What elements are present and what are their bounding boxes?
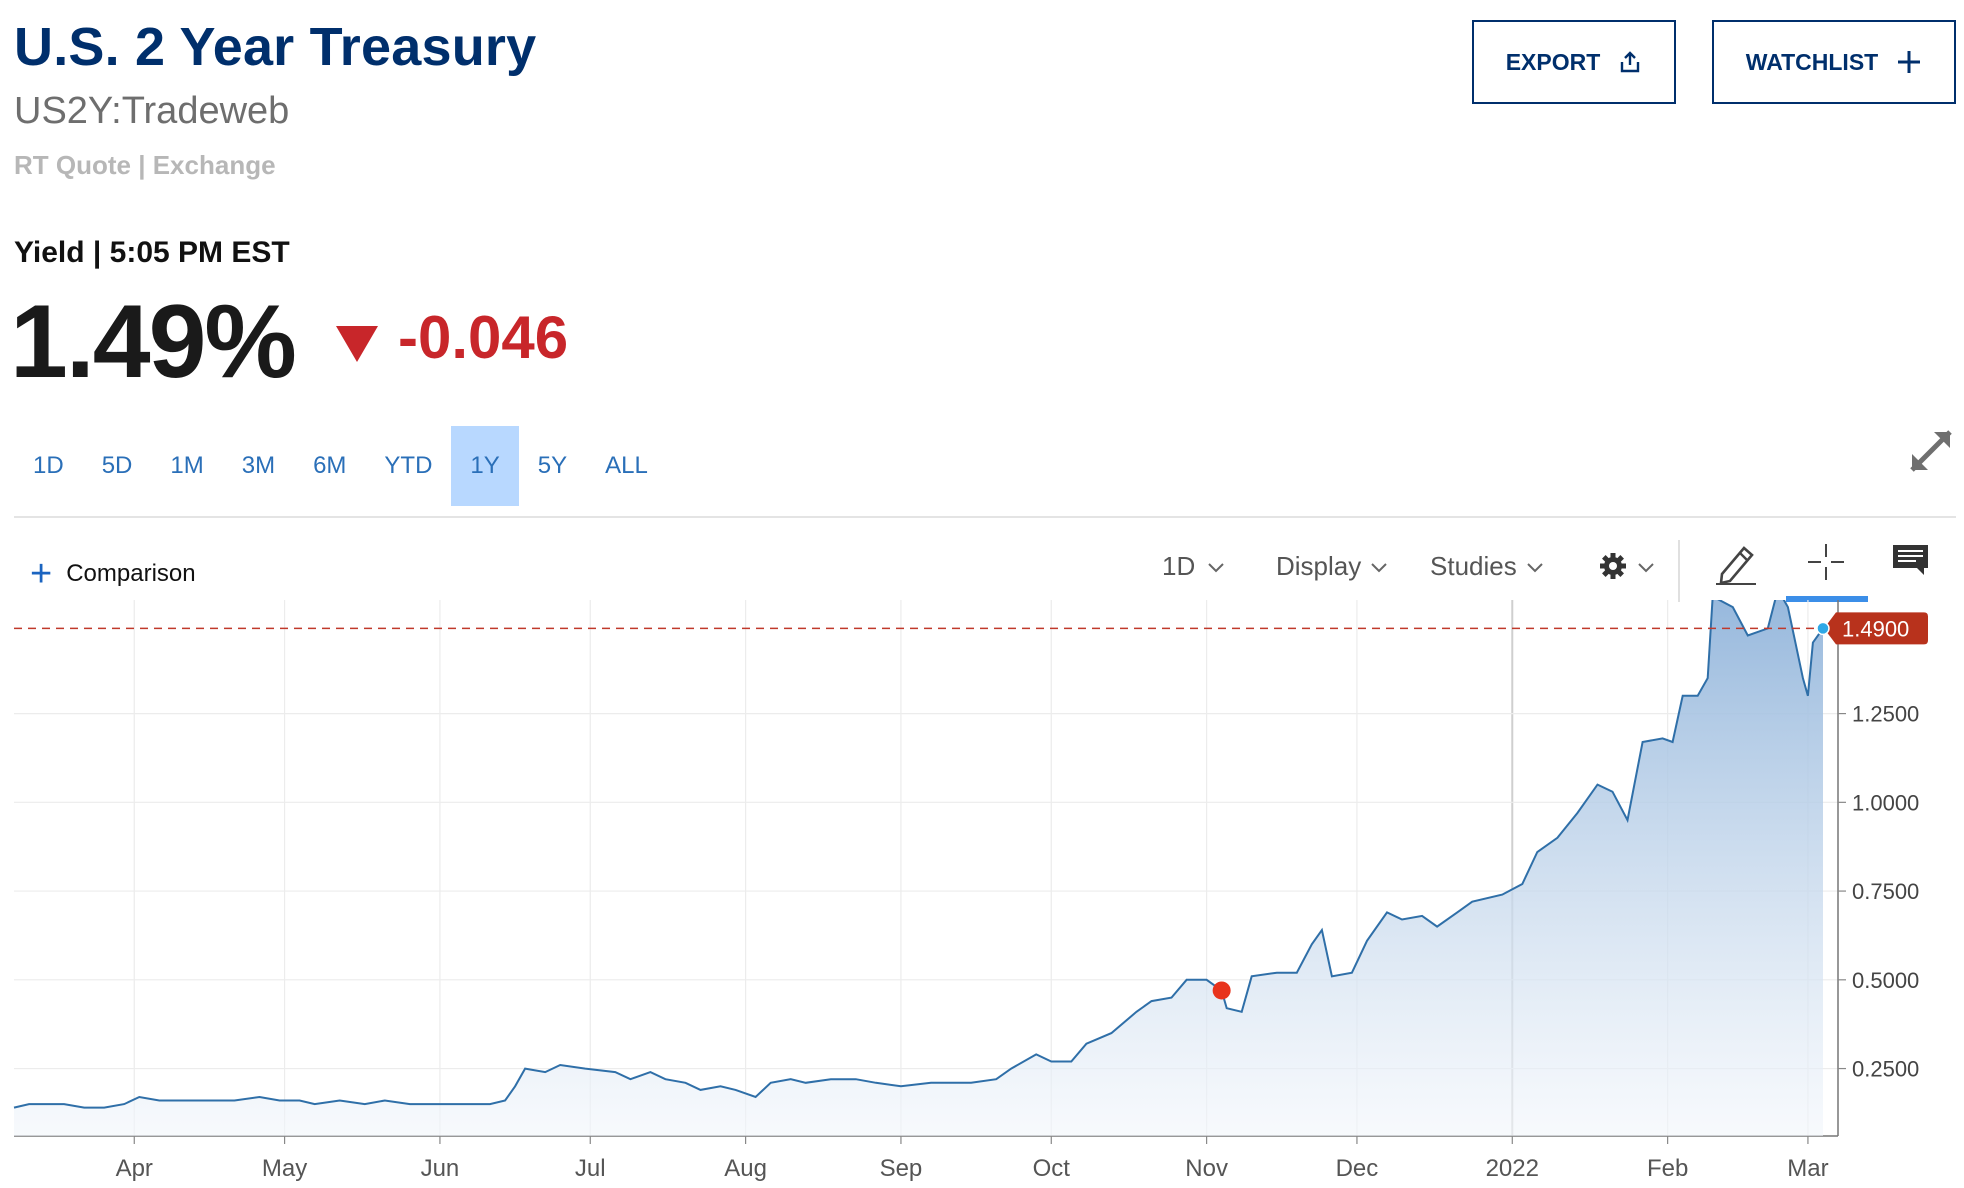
series-area <box>14 600 1823 1136</box>
last-value-badge <box>1824 612 1928 645</box>
series-line <box>13 600 1824 1109</box>
display-dropdown[interactable]: Display <box>1276 546 1389 586</box>
export-button[interactable]: EXPORT <box>1472 20 1676 104</box>
range-5y[interactable]: 5Y <box>537 452 568 479</box>
active-tool-indicator <box>1786 596 1868 602</box>
range-5d[interactable]: 5D <box>101 452 133 479</box>
comment-icon[interactable] <box>1890 540 1932 580</box>
y-tick-label: 1.0000 <box>1852 790 1919 815</box>
interval-label: 1D <box>1162 550 1196 581</box>
divider <box>14 516 1956 518</box>
event-marker <box>1212 981 1231 1000</box>
range-6m[interactable]: 6M <box>313 452 347 479</box>
range-1m[interactable]: 1M <box>170 452 204 479</box>
yield-label: Yield | 5:05 PM EST <box>14 236 290 269</box>
studies-dropdown[interactable]: Studies <box>1430 546 1545 586</box>
range-ytd[interactable]: YTD <box>384 452 433 479</box>
plus-icon: + <box>30 553 53 595</box>
studies-label: Studies <box>1430 550 1517 581</box>
x-axis: Apr May Jun Jul Aug Sep Oct Nov Dec 2022 Feb Mar <box>116 1136 1829 1182</box>
x-tick-label: Apr <box>116 1155 153 1182</box>
export-label: EXPORT <box>1505 48 1601 75</box>
chevron-down-icon <box>1371 563 1387 573</box>
x-tick-label: Jun <box>421 1155 460 1182</box>
range-all[interactable]: ALL <box>605 452 648 479</box>
y-axis: 0.2500 0.5000 0.7500 1.0000 1.2500 <box>1838 702 1919 1082</box>
yield-change: -0.046 <box>398 304 569 371</box>
y-tick-label: 1.2500 <box>1852 702 1919 727</box>
down-arrow-icon <box>336 326 378 362</box>
y-tick-label: 0.5000 <box>1852 968 1919 993</box>
x-tick-label: May <box>262 1155 307 1182</box>
page-title: U.S. 2 Year Treasury <box>14 17 537 77</box>
chart-marks: 1.4900 <box>1212 612 1928 1000</box>
x-tick-label: Aug <box>724 1155 767 1182</box>
chevron-down-icon <box>1527 563 1543 573</box>
share-icon <box>1621 51 1640 73</box>
quote-source: RT Quote | Exchange <box>14 150 276 180</box>
yield-chart: Apr May Jun Jul Aug Sep Oct Nov Dec 2022 Feb Mar 0.… <box>13 600 1928 1182</box>
range-1y[interactable]: 1Y <box>451 426 519 506</box>
chevron-down-icon <box>1208 563 1224 573</box>
x-tick-label: Feb <box>1647 1155 1688 1182</box>
interval-dropdown[interactable]: 1D <box>1162 546 1229 586</box>
pencil-icon[interactable] <box>1712 540 1760 586</box>
x-tick-label: Oct <box>1033 1155 1071 1182</box>
comparison-label: Comparison <box>66 560 196 587</box>
x-tick-label: Jul <box>575 1155 606 1182</box>
chevron-down-icon <box>1638 563 1654 573</box>
x-tick-label: 2022 <box>1486 1155 1539 1182</box>
range-selector: 1D 5D 1M 3M 6M YTD 1Y 5Y ALL <box>14 426 667 506</box>
x-tick-label: Mar <box>1787 1155 1828 1182</box>
last-value-label: 1.4900 <box>1842 616 1909 641</box>
display-label: Display <box>1276 550 1362 581</box>
last-point <box>1816 621 1830 636</box>
yield-value: 1.49% <box>10 284 297 400</box>
y-tick-label: 0.7500 <box>1852 879 1919 904</box>
y-tick-label: 0.2500 <box>1852 1057 1919 1082</box>
symbol-label: US2Y:Tradeweb <box>14 90 290 132</box>
x-tick-label: Dec <box>1336 1155 1379 1182</box>
x-tick-label: Nov <box>1185 1155 1228 1182</box>
range-3m[interactable]: 3M <box>241 452 276 479</box>
watchlist-label: WATCHLIST <box>1745 48 1879 75</box>
watchlist-button[interactable]: WATCHLIST <box>1712 20 1956 104</box>
crosshair-icon[interactable] <box>1804 540 1848 584</box>
comparison-button[interactable]: + Comparison <box>30 555 196 593</box>
plus-icon <box>1898 51 1921 73</box>
range-1d[interactable]: 1D <box>33 452 64 479</box>
settings-dropdown[interactable] <box>1598 546 1656 586</box>
x-tick-label: Sep <box>880 1155 923 1182</box>
toolbar-separator <box>1678 540 1680 602</box>
gear-icon <box>1600 553 1626 579</box>
expand-icon[interactable] <box>1904 424 1958 478</box>
